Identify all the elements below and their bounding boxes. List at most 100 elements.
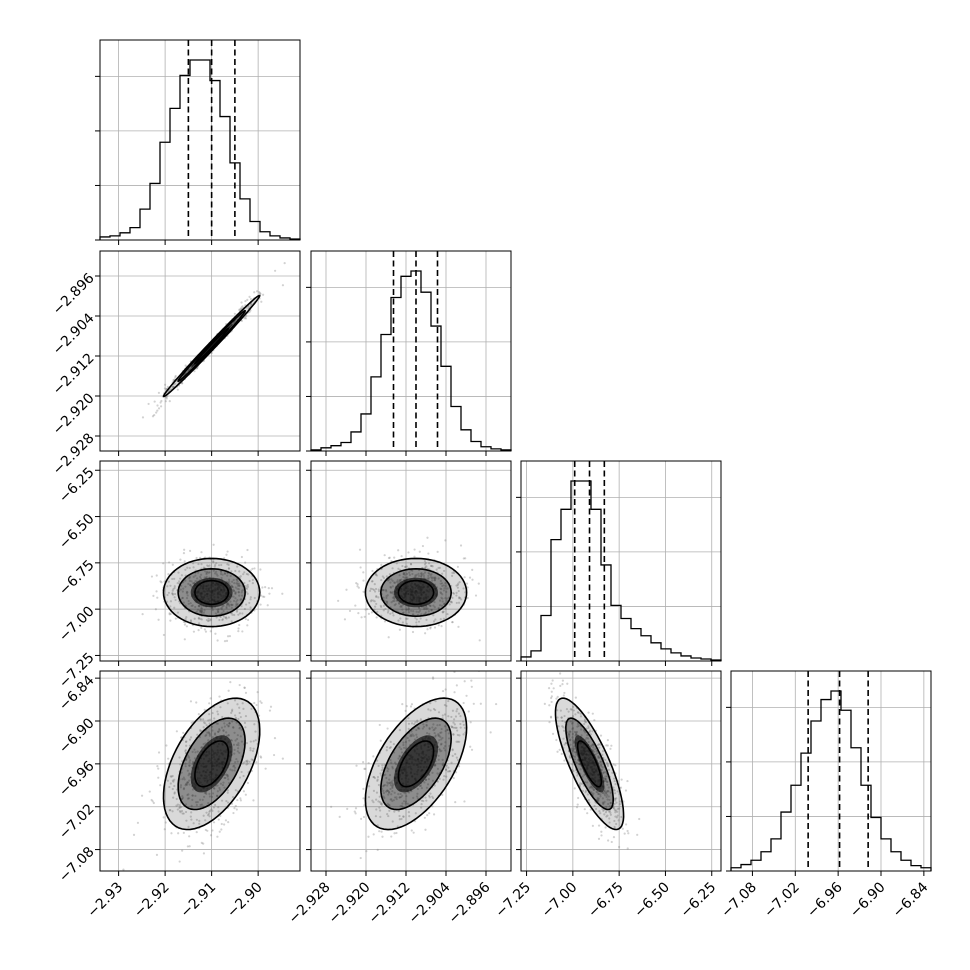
sample-point xyxy=(378,806,381,809)
sample-point xyxy=(185,782,188,785)
sample-point xyxy=(572,747,575,750)
sample-point xyxy=(583,722,586,726)
sample-point xyxy=(337,599,340,602)
sample-point xyxy=(193,748,196,751)
density-fill xyxy=(190,577,233,608)
sample-point xyxy=(440,588,443,591)
x-tick-label: −6.75 xyxy=(585,879,627,921)
sample-point xyxy=(551,679,554,682)
sample-point xyxy=(588,730,591,734)
sample-point xyxy=(592,788,596,792)
sample-point xyxy=(249,297,252,301)
sample-point xyxy=(234,714,237,717)
sample-point xyxy=(185,615,188,619)
sample-point xyxy=(367,761,370,765)
sample-point xyxy=(383,554,386,557)
sample-point xyxy=(235,757,238,761)
sample-point xyxy=(338,815,341,818)
sample-point xyxy=(609,813,612,816)
sample-point xyxy=(452,776,455,780)
sample-point xyxy=(185,597,189,600)
sample-point xyxy=(454,801,457,804)
sample-point xyxy=(402,572,405,576)
sample-point xyxy=(574,696,577,699)
sample-point xyxy=(593,719,596,722)
sample-point xyxy=(551,732,555,735)
sample-point xyxy=(209,619,212,622)
sample-point xyxy=(591,743,595,746)
sample-point xyxy=(445,590,448,594)
sample-point xyxy=(263,595,266,599)
sample-point xyxy=(171,810,174,813)
sample-point xyxy=(233,582,236,585)
sample-point xyxy=(213,572,217,575)
sample-point xyxy=(172,796,175,799)
sample-point xyxy=(578,763,581,766)
sample-point xyxy=(581,775,584,778)
sample-point xyxy=(382,589,385,592)
sample-point xyxy=(568,732,571,735)
sample-point xyxy=(614,815,617,818)
sample-point xyxy=(187,774,190,777)
sample-point xyxy=(281,592,284,595)
sample-point xyxy=(382,609,385,612)
sample-point xyxy=(592,792,595,795)
sample-point xyxy=(601,797,604,800)
sample-point xyxy=(190,721,193,724)
sample-point xyxy=(573,787,576,790)
sample-point xyxy=(244,617,247,621)
sample-point xyxy=(393,832,396,835)
sample-point xyxy=(185,819,188,822)
sample-point xyxy=(433,576,436,579)
sample-point xyxy=(241,630,244,633)
sample-point xyxy=(424,612,427,615)
sample-point xyxy=(560,716,563,719)
sample-point xyxy=(241,305,244,308)
sample-point xyxy=(423,563,427,566)
sample-point xyxy=(238,706,241,709)
sample-point xyxy=(371,580,374,583)
sample-point xyxy=(405,622,409,625)
sample-point xyxy=(597,756,600,759)
sample-point xyxy=(600,768,604,772)
sample-point xyxy=(396,825,399,828)
sample-point xyxy=(590,744,593,747)
sample-point xyxy=(381,764,384,767)
sample-point xyxy=(244,726,247,729)
sample-point xyxy=(213,717,216,720)
sample-point xyxy=(594,753,597,756)
sample-point xyxy=(370,599,373,602)
sample-point xyxy=(439,579,442,583)
sample-point xyxy=(194,605,197,609)
sample-point xyxy=(235,582,238,585)
sample-point xyxy=(570,747,573,750)
sample-point xyxy=(173,791,176,794)
sample-point xyxy=(456,583,459,587)
sample-point xyxy=(427,552,430,555)
sample-point xyxy=(400,795,403,799)
sample-point xyxy=(222,729,225,732)
sample-point xyxy=(607,786,610,789)
sample-point xyxy=(424,632,427,635)
sample-point xyxy=(188,759,192,762)
sample-point xyxy=(221,784,225,787)
sample-point xyxy=(454,715,458,718)
sample-point xyxy=(387,804,390,807)
sample-point xyxy=(452,591,455,595)
sample-point xyxy=(455,601,458,605)
sample-point xyxy=(183,778,186,781)
sample-point xyxy=(155,590,158,593)
sample-point xyxy=(427,574,430,578)
sample-point xyxy=(610,840,613,844)
sample-point xyxy=(205,575,208,579)
sample-point xyxy=(234,586,237,589)
sample-point xyxy=(454,753,457,756)
sample-point xyxy=(248,310,251,314)
sample-point xyxy=(385,776,388,780)
sample-point xyxy=(386,594,389,597)
sample-point xyxy=(173,784,176,788)
sample-point xyxy=(452,721,455,724)
sample-point xyxy=(409,563,413,566)
panel-frame xyxy=(99,39,301,241)
sample-point xyxy=(232,321,235,324)
